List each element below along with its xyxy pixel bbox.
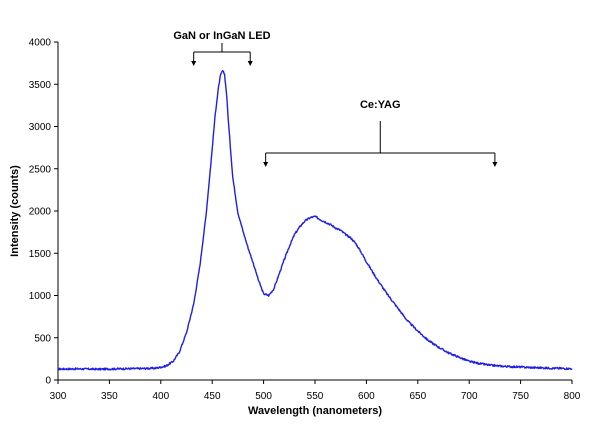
x-tick-label: 550 bbox=[307, 391, 324, 402]
y-tick-label: 1500 bbox=[29, 249, 52, 260]
annotation-arrow-head bbox=[191, 61, 197, 66]
x-tick-label: 350 bbox=[101, 391, 118, 402]
y-tick-label: 2500 bbox=[29, 164, 52, 175]
x-tick-label: 300 bbox=[50, 391, 67, 402]
annotation-arrow-head bbox=[492, 162, 498, 167]
axes-layer: 300 350 400 450 500 550 600 650 700 750 800 0 500 100… bbox=[29, 38, 581, 403]
spectrum-line bbox=[57, 69, 573, 371]
y-tick-label: 2000 bbox=[29, 207, 52, 218]
x-tick-label: 700 bbox=[461, 391, 478, 402]
series-layer bbox=[57, 69, 573, 371]
annotation-label: GaN or InGaN LED bbox=[173, 30, 270, 42]
x-tick-label: 750 bbox=[512, 391, 529, 402]
x-tick-label: 800 bbox=[564, 391, 581, 402]
annotation-arrow-head bbox=[247, 61, 253, 66]
y-axis-title: Intensity (counts) bbox=[9, 165, 21, 257]
y-tick-label: 0 bbox=[45, 376, 51, 387]
x-axis-title: Wavelength (nanometers) bbox=[248, 405, 382, 417]
y-tick-label: 1000 bbox=[29, 291, 52, 302]
y-tick-label: 500 bbox=[34, 333, 51, 344]
y-tick-label: 4000 bbox=[29, 38, 52, 49]
x-tick-label: 600 bbox=[358, 391, 375, 402]
annotation-label: Ce:YAG bbox=[360, 99, 401, 111]
x-tick-label: 500 bbox=[255, 391, 272, 402]
annotation-arrow-head bbox=[263, 162, 269, 167]
y-tick-label: 3500 bbox=[29, 80, 52, 91]
x-tick-label: 650 bbox=[409, 391, 426, 402]
x-tick-label: 400 bbox=[152, 391, 169, 402]
annotation-layer: GaN or InGaN LED Ce:YAG bbox=[173, 30, 498, 167]
x-tick-label: 450 bbox=[204, 391, 221, 402]
y-tick-label: 3000 bbox=[29, 122, 52, 133]
